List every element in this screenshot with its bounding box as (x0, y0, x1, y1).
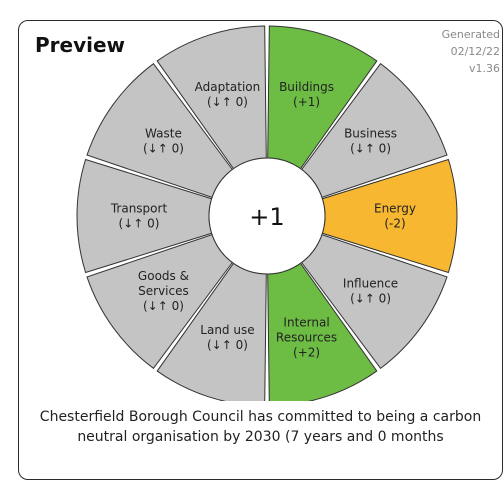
segment-score: (-2) (384, 217, 405, 231)
segment-label: Services (138, 284, 189, 298)
overall-score: +1 (249, 203, 284, 231)
segment-score: (↓↑ 0) (207, 338, 248, 352)
segment-score: (↓↑ 0) (350, 141, 391, 155)
segment-label: Energy (374, 202, 416, 216)
segment-score: (+1) (293, 95, 320, 109)
segment-label: Buildings (279, 80, 334, 94)
segment-label: Waste (145, 126, 182, 140)
commitment-description: Chesterfield Borough Council has committ… (25, 407, 496, 447)
segment-label: Goods & (138, 269, 189, 283)
segment-label: Influence (343, 277, 398, 291)
segment-score: (+2) (293, 346, 320, 360)
segment-label: Land use (200, 323, 254, 337)
segment-label: Resources (276, 331, 337, 345)
segment-score: (↓↑ 0) (207, 95, 248, 109)
score-wheel: Buildings(+1)Business(↓↑ 0)Energy(-2)Inf… (19, 21, 503, 401)
segment-score: (↓↑ 0) (350, 292, 391, 306)
segment-score: (↓↑ 0) (119, 217, 160, 231)
segment-label: Business (344, 126, 397, 140)
segment-score: (↓↑ 0) (143, 141, 184, 155)
segment-score: (↓↑ 0) (143, 299, 184, 313)
segment-label: Internal (283, 316, 329, 330)
segment-label: Transport (110, 202, 168, 216)
preview-card: Preview Generated 02/12/22 v1.36 Buildin… (18, 20, 503, 480)
segment-label: Adaptation (195, 80, 261, 94)
